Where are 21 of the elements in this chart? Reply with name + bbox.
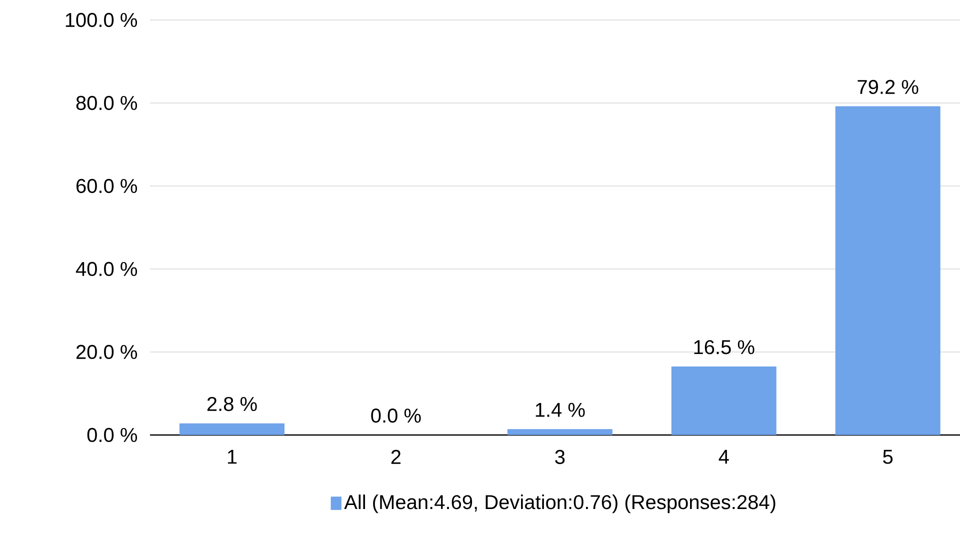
- y-tick-label: 80.0 %: [76, 96, 137, 110]
- data-label: 2.8 %: [207, 396, 257, 412]
- x-tick-label: 2: [391, 450, 401, 464]
- data-label: 16.5 %: [694, 340, 754, 354]
- legend-label: All (Mean:4.69, Deviation:0.76) (Responses:284): [344, 494, 776, 514]
- y-tick-label: 100.0 %: [66, 12, 137, 28]
- data-label: 0.0 %: [371, 408, 421, 423]
- x-tick-label: 5: [883, 450, 893, 464]
- y-tick-label: 40.0 %: [76, 262, 137, 276]
- bar: [179, 423, 284, 435]
- bar: [507, 429, 612, 435]
- bar: [671, 366, 776, 435]
- x-tick-label: 4: [718, 450, 729, 464]
- x-tick-label: 1: [228, 450, 237, 464]
- data-label: 1.4 %: [536, 402, 585, 417]
- y-tick-label: 60.0 %: [76, 178, 137, 194]
- y-tick-label: 0.0 %: [87, 428, 138, 442]
- y-tick-label: 20.0 %: [76, 344, 137, 360]
- x-tick-label: 3: [555, 450, 565, 464]
- bar: [835, 106, 940, 435]
- data-label: 79.2 %: [858, 80, 918, 94]
